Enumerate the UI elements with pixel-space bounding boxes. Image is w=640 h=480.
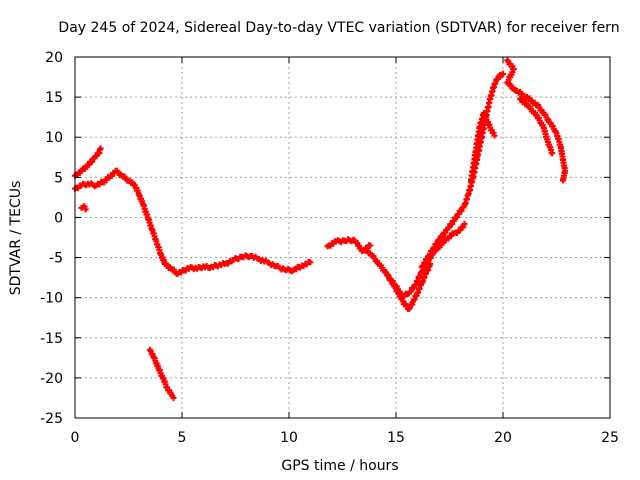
series-main-track — [72, 167, 314, 277]
data-point-fill — [436, 236, 443, 243]
data-point — [491, 132, 498, 139]
data-point-fill — [442, 229, 449, 236]
y-tick-label: 0 — [54, 210, 63, 226]
data-point — [559, 177, 566, 184]
axis-layer: 0 5 10 15 20 25 -25 -20 -15 -10 -5 0 5 10 15 20 — [40, 50, 619, 446]
x-tick-label: 20 — [494, 430, 512, 446]
x-axis-label: GPS time / hours — [281, 458, 398, 474]
x-tick-label: 10 — [280, 430, 298, 446]
data-point-fill — [407, 288, 414, 295]
data-point-fill — [89, 158, 96, 165]
data-point — [82, 206, 89, 213]
data-point-fill — [440, 232, 447, 239]
data-point-fill — [440, 239, 447, 246]
data-point — [500, 70, 506, 77]
y-tick-label: 20 — [45, 50, 63, 66]
y-tick-label: 10 — [45, 130, 63, 146]
data-point — [367, 242, 374, 249]
y-tick-label: -15 — [40, 331, 63, 347]
data-point — [461, 220, 468, 227]
series-small-cluster — [78, 203, 89, 213]
data-point-fill — [85, 161, 92, 168]
data-point-fill — [108, 172, 115, 179]
y-tick-label: -20 — [40, 371, 63, 387]
series-evening-decline — [504, 57, 569, 184]
y-axis-label: SDTVAR / TECUs — [8, 181, 24, 296]
data-point — [549, 150, 556, 157]
series-outlier-segment — [146, 346, 177, 401]
series-evening-band-lower — [517, 95, 556, 157]
y-tick-label: -10 — [40, 291, 63, 307]
data-point-fill — [93, 153, 100, 160]
data-point — [170, 394, 177, 401]
x-tick-label: 5 — [178, 430, 187, 446]
plot-frame — [74, 56, 611, 419]
y-tick-label: -5 — [49, 251, 63, 267]
series-descending-dip — [363, 246, 434, 312]
data-point — [307, 259, 314, 266]
x-tick-label: 25 — [601, 430, 619, 446]
data-point — [97, 145, 104, 152]
y-tick-label: 15 — [45, 90, 63, 106]
x-tick-label: 15 — [387, 430, 405, 446]
y-tick-label: 5 — [54, 170, 63, 186]
series-morning-spike — [72, 145, 104, 179]
data-points — [72, 57, 569, 401]
chart-title: Day 245 of 2024, Sidereal Day-to-day VTE… — [58, 20, 619, 36]
x-tick-label: 0 — [71, 430, 80, 446]
series-late-band-b — [418, 70, 506, 271]
series-afternoon-spikes — [467, 110, 498, 185]
y-tick-label: -25 — [40, 411, 63, 427]
